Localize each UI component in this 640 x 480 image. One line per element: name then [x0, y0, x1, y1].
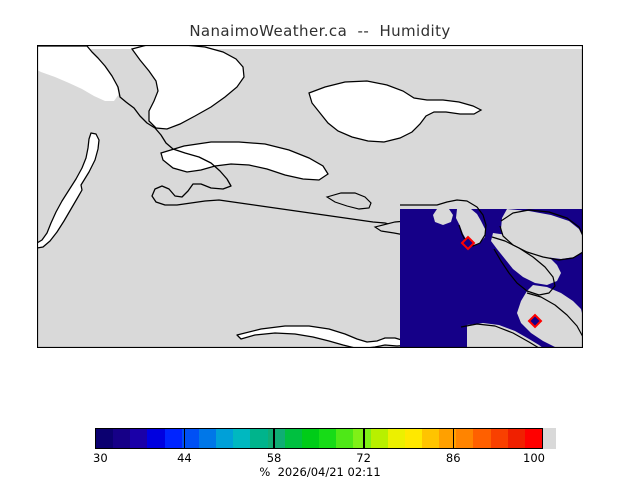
colorbar-divider-86 — [452, 428, 455, 449]
colorbar-swatch-16 — [370, 429, 388, 448]
colorbar-swatch-0 — [96, 429, 114, 448]
colorbar-swatch-2 — [130, 429, 148, 448]
colorbar-swatch-8 — [233, 429, 251, 448]
page-title: NanaimoWeather.ca -- Humidity — [189, 22, 451, 40]
station-marker-2[interactable] — [527, 313, 543, 329]
colorbar-gradient[interactable] — [95, 428, 543, 449]
colorbar-swatch-21 — [456, 429, 474, 448]
colorbar-swatch-19 — [421, 429, 440, 448]
colorbar-swatch-17 — [387, 429, 405, 448]
colorbar-divider-44 — [183, 428, 186, 449]
colorbar-tick-30: 30 — [93, 451, 108, 465]
colorbar-swatch-3 — [147, 429, 165, 448]
colorbar-swatch-4 — [164, 429, 182, 448]
colorbar-swatch-24 — [507, 429, 525, 448]
colorbar-swatch-14 — [336, 429, 354, 448]
colorbar-tick-72: 72 — [356, 451, 371, 465]
map-final — [37, 45, 583, 348]
colorbar-swatch-18 — [404, 429, 422, 448]
colorbar-swatch-15 — [353, 429, 371, 448]
colorbar-swatch-11 — [284, 429, 302, 448]
colorbar-swatch-6 — [198, 429, 217, 448]
colorbar-swatch-22 — [473, 429, 491, 448]
colorbar-tick-86: 86 — [445, 451, 461, 465]
colorbar-tick-44: 44 — [177, 451, 192, 465]
colorbar-overflow-swatch — [543, 428, 556, 449]
colorbar-tick-58: 58 — [266, 451, 282, 465]
colorbar-swatch-25 — [524, 429, 543, 448]
colorbar-swatch-5 — [181, 429, 199, 448]
colorbar-divider-72 — [363, 428, 365, 449]
colorbar-swatch-13 — [319, 429, 337, 448]
colorbar[interactable]: 30 44 58 72 86 100 % 2026/04/21 02:11 — [0, 425, 640, 480]
colorbar-caption: % 2026/04/21 02:11 — [259, 465, 381, 479]
station-markers[interactable] — [460, 235, 543, 329]
colorbar-swatch-1 — [113, 429, 131, 448]
map-frame — [37, 45, 583, 348]
colorbar-swatch-7 — [216, 429, 234, 448]
colorbar-swatch-12 — [301, 429, 320, 448]
colorbar-swatch-23 — [490, 429, 508, 448]
colorbar-swatch-10 — [267, 429, 285, 448]
station-marker-1[interactable] — [460, 235, 476, 251]
map-panel[interactable] — [37, 45, 583, 348]
map-svg[interactable] — [37, 45, 583, 348]
colorbar-swatch-20 — [439, 429, 457, 448]
colorbar-swatch-9 — [250, 429, 268, 448]
colorbar-tick-100: 100 — [523, 451, 545, 465]
colorbar-divider-58 — [273, 428, 275, 449]
